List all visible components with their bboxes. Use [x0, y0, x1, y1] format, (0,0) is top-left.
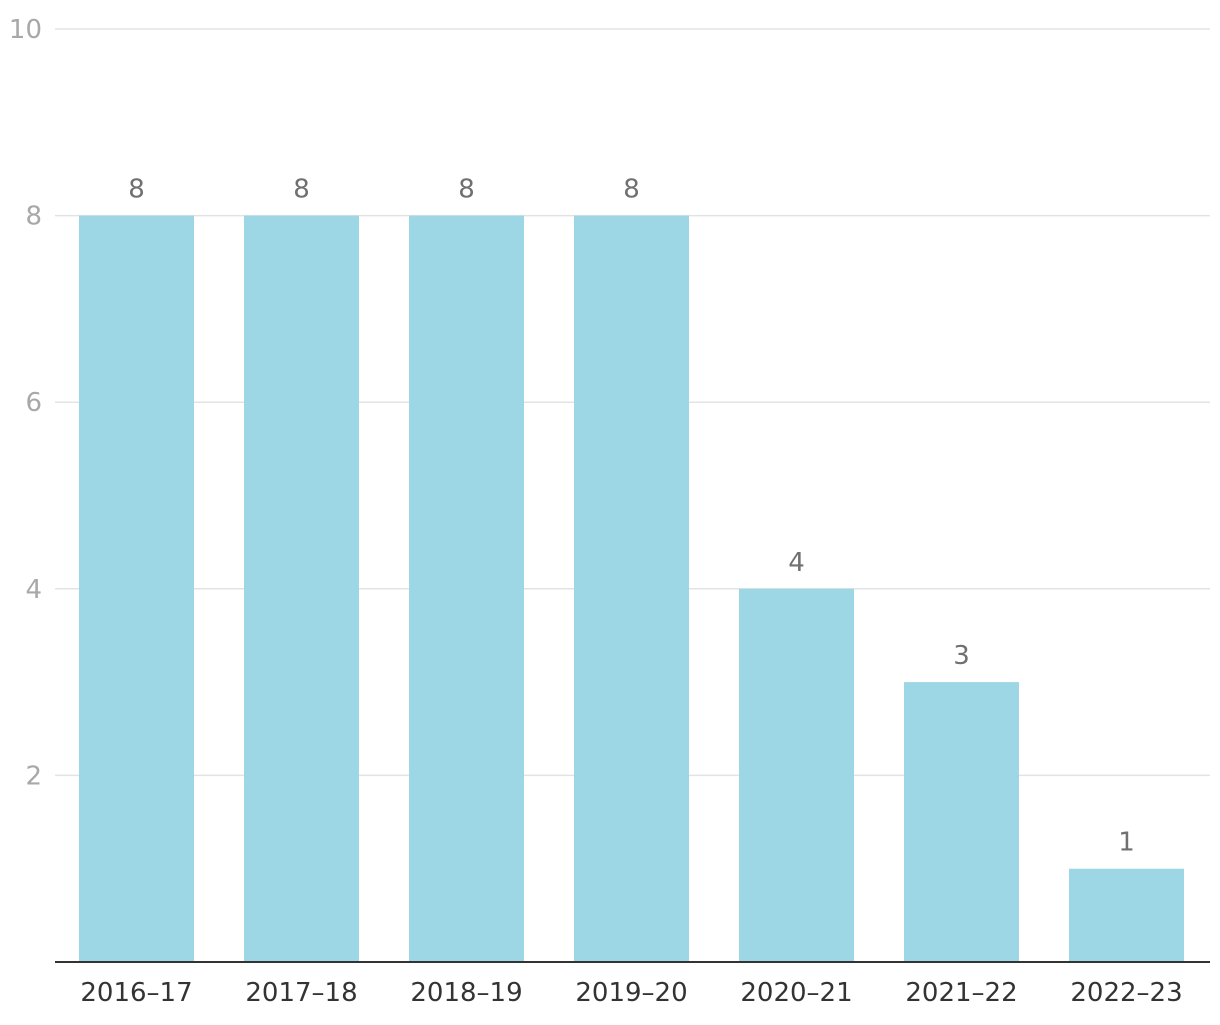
data-label-2017–18: 8 — [293, 175, 310, 205]
y-tick-label-4: 4 — [25, 575, 42, 605]
x-tick-label-2019–20: 2019–20 — [575, 978, 687, 1008]
bars — [79, 215, 1184, 963]
y-tick-label-6: 6 — [25, 388, 42, 418]
data-label-2022–23: 1 — [1118, 828, 1135, 858]
data-label-2018–19: 8 — [458, 175, 475, 205]
x-axis-ticks: 2016–17 2017–18 2018–19 2019–20 2020–21 2021–… — [80, 978, 1182, 1008]
x-tick-label-2016–17: 2016–17 — [80, 978, 192, 1008]
x-tick-label-2020–21: 2020–21 — [740, 978, 852, 1008]
y-tick-label-2: 2 — [25, 761, 42, 791]
data-label-2020–21: 4 — [788, 548, 805, 578]
x-tick-label-2017–18: 2017–18 — [245, 978, 357, 1008]
data-labels: 8 8 8 8 4 3 1 — [128, 175, 1135, 858]
y-tick-label-8: 8 — [25, 202, 42, 232]
x-tick-label-2022–23: 2022–23 — [1070, 978, 1182, 1008]
y-axis-ticks: 2 4 6 8 10 — [9, 15, 42, 791]
data-label-2016–17: 8 — [128, 175, 145, 205]
data-label-2019–20: 8 — [623, 175, 640, 205]
bar-2022–23 — [1069, 868, 1184, 962]
bar-2020–21 — [739, 588, 854, 962]
x-tick-label-2021–22: 2021–22 — [905, 978, 1017, 1008]
bar-2018–19 — [409, 215, 524, 963]
bar-2016–17 — [79, 215, 194, 963]
y-tick-label-10: 10 — [9, 15, 42, 45]
data-label-2021–22: 3 — [953, 641, 970, 671]
x-tick-label-2018–19: 2018–19 — [410, 978, 522, 1008]
bar-2019–20 — [574, 215, 689, 963]
bar-2017–18 — [244, 215, 359, 963]
bar-2021–22 — [904, 682, 1019, 962]
